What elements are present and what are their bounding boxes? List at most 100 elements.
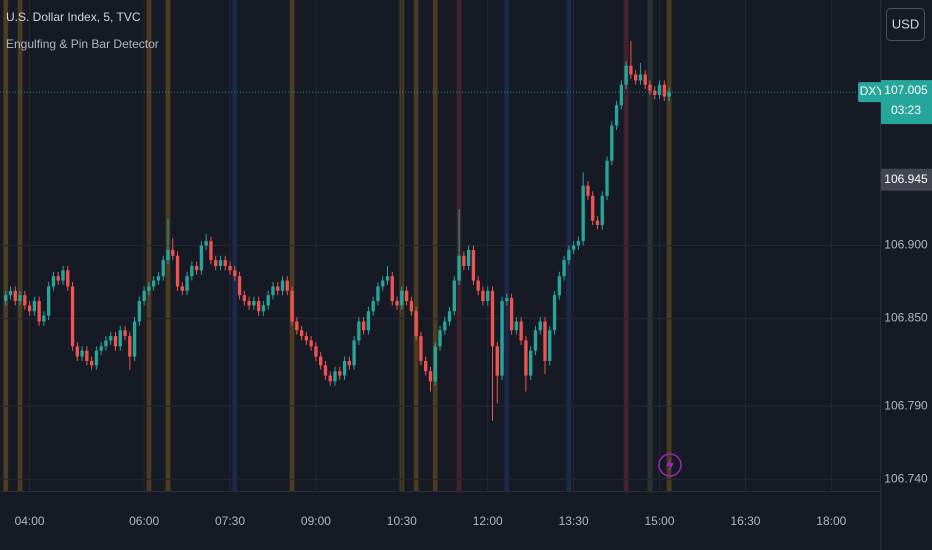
candle-body [424,360,428,372]
candle-body [662,84,666,97]
candle-body [557,276,561,296]
candle-body [400,290,404,306]
candle-body [653,90,657,95]
last-price-label: 107.005 [884,83,928,97]
candle-body [204,241,208,246]
candle-body [70,286,75,347]
candle-body [342,360,347,376]
candle-body [256,301,261,312]
candle-body [242,295,247,302]
candle-body [295,321,299,331]
candle-body [118,330,122,347]
x-tick-label: 10:30 [387,514,417,528]
candle-body [261,305,266,312]
candle-body [271,286,275,296]
candle-body [247,301,251,306]
x-tick-label: 15:00 [645,514,675,528]
candle-body [214,260,218,266]
candle-body [404,290,409,302]
candle-body [409,301,414,312]
candle-body [595,220,600,226]
candle-body [333,371,337,382]
candle-body [237,276,242,296]
candle-body [85,350,89,361]
candle-body [171,249,175,256]
candle-body [75,346,79,357]
candle-body [462,255,466,266]
candle-body [605,160,609,196]
candle-body [51,276,56,287]
candle-body [476,280,480,291]
candle-body [218,260,223,266]
candle-body [562,260,566,277]
candle-body [495,346,499,376]
y-tick-label: 106.850 [884,311,928,325]
candle-body [486,290,490,302]
candle-body [194,265,199,271]
candle-body [137,301,142,322]
candle-body [314,346,318,357]
candle-body [285,280,289,291]
candle-body [128,336,132,357]
candle-body [614,105,619,126]
candle-body [104,340,108,347]
candle-body [166,249,170,261]
currency-box[interactable] [886,8,925,41]
candle-body [381,280,385,287]
currency[interactable]: USD [892,16,919,31]
indicator-name[interactable]: Engulfing & Pin Bar Detector [6,37,159,51]
candle-body [94,350,99,366]
candle-body [309,340,313,347]
candle-body [371,301,375,312]
candle-body [519,321,523,341]
candle-body [633,74,638,81]
candle-body [47,286,51,316]
candle-body [361,321,366,331]
countdown: 03:23 [891,103,921,117]
candle-body [323,365,328,376]
candle-body [89,360,94,366]
candle-body [357,321,361,341]
event-icon[interactable] [658,453,682,477]
candle-body [390,276,394,302]
candle-body [209,241,213,261]
y-tick-label: 106.740 [884,471,928,485]
candle-body [552,295,557,331]
candle-body [199,245,204,271]
candle-body [109,336,113,341]
candle-body [643,74,647,85]
x-tick-label: 18:00 [816,514,846,528]
candle-body [667,92,671,97]
candle-body [395,301,399,306]
candle-body [280,280,285,291]
candle-body [61,270,65,281]
symbol-label: DXY [860,84,885,98]
candle-body [624,65,628,85]
candle-body [581,185,585,242]
candle-body [185,276,189,291]
candle-body [190,265,194,277]
candle-body [576,241,581,246]
candle-body [42,315,46,322]
candle-body [505,298,509,302]
candle-body [233,270,237,277]
candle-body [27,305,32,312]
indicator-price-box [881,168,932,191]
candle-body [571,245,576,250]
chart-title: U.S. Dollar Index, 5, TVC [6,10,141,24]
candle-body [466,249,471,266]
candle-body [657,84,662,95]
candle-body [414,311,418,337]
x-tick-label: 13:30 [559,514,589,528]
candle-body [366,311,371,331]
candle-body [328,375,332,382]
candle-body [32,301,37,312]
candle-body [338,371,342,376]
x-tick-label: 06:00 [129,514,159,528]
candle-body [304,336,309,341]
candle-body [529,350,533,376]
candle-body [638,74,643,81]
candle-body [543,321,547,361]
